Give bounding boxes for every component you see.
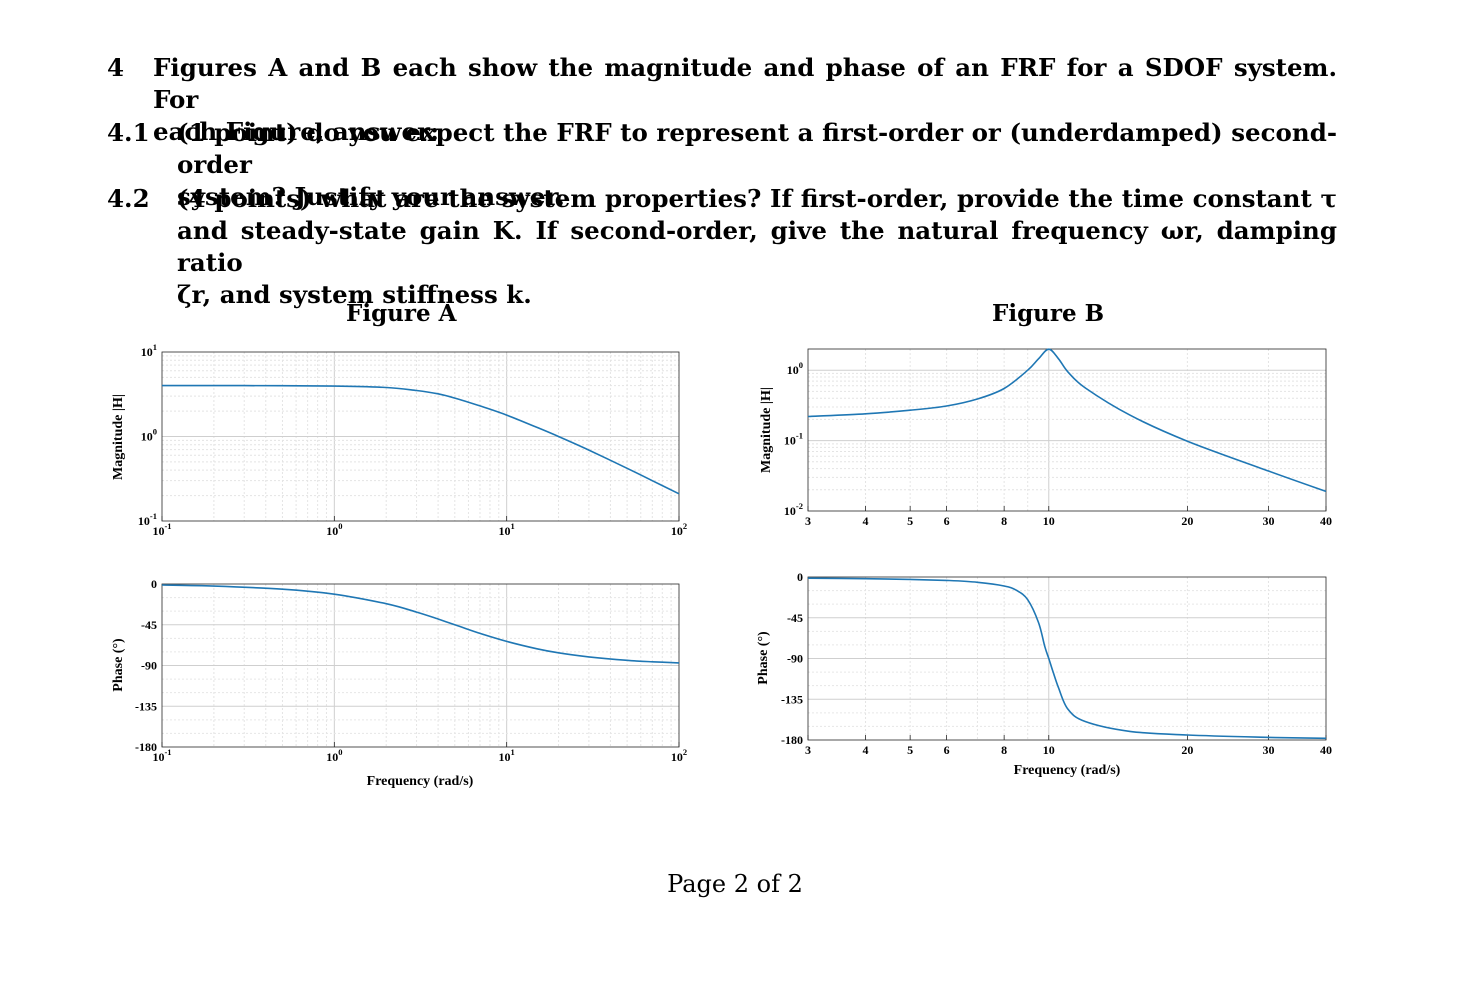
x-tick-label: 10 <box>1043 743 1055 757</box>
part-4-1: (1 point) do you expect the FRF to repre… <box>177 117 1337 213</box>
y-tick-label: -90 <box>141 659 157 673</box>
frf-curve <box>161 384 680 495</box>
frf-curve <box>807 577 1327 740</box>
x-tick-label: 8 <box>1001 743 1007 757</box>
x-tick-label: 6 <box>944 514 950 528</box>
y-tick-label: 100 <box>787 360 803 377</box>
y-axis-label: Magnitude |H| <box>111 394 126 480</box>
x-tick-label: 3 <box>805 743 811 757</box>
y-tick-label: -180 <box>135 740 157 754</box>
plot-frame <box>807 348 1327 512</box>
x-tick-label: 10-1 <box>152 747 171 764</box>
y-tick-label: 10-1 <box>138 511 157 528</box>
x-tick-label: 10 <box>1043 514 1055 528</box>
y-tick-label: -180 <box>781 733 803 747</box>
x-tick-label: 30 <box>1262 514 1274 528</box>
y-axis-label: Phase (°) <box>756 631 771 685</box>
x-tick-label: 20 <box>1181 514 1193 528</box>
x-tick-label: 101 <box>499 747 515 764</box>
x-axis-label: Frequency (rad/s) <box>367 774 474 789</box>
x-tick-label: 102 <box>671 747 687 764</box>
y-tick-label: -135 <box>135 699 157 713</box>
x-tick-label: 101 <box>499 521 515 538</box>
y-tick-label: 0 <box>151 577 157 591</box>
part-number-4-1: 4.1 <box>107 118 150 147</box>
x-axis-label: Frequency (rad/s) <box>1014 763 1121 778</box>
figure-a-title: Figure A <box>346 300 457 327</box>
chart-2: 10-1 100 101 102 0 -45 -90 -135 -180 Phase (°) Fre… <box>111 577 687 789</box>
y-tick-label: -45 <box>141 618 157 632</box>
part-number-4-2: 4.2 <box>107 184 150 213</box>
y-tick-label: -90 <box>787 652 803 666</box>
figure-b-title: Figure B <box>992 300 1105 327</box>
y-tick-label: 0 <box>797 570 803 584</box>
x-tick-label: 8 <box>1001 514 1007 528</box>
plot-frame <box>807 576 1327 741</box>
x-tick-label: 5 <box>907 514 913 528</box>
page-footer: Page 2 of 2 <box>667 870 803 898</box>
question-intro-line1: Figures A and B each show the magnitude … <box>153 53 1337 114</box>
x-tick-label: 100 <box>326 521 342 538</box>
x-tick-label: 40 <box>1320 514 1332 528</box>
y-tick-label: -45 <box>787 611 803 625</box>
x-tick-label: 20 <box>1181 743 1193 757</box>
chart-1: 10-1 100 101 102 10-1 100 101 Magnitude |H| <box>111 342 687 538</box>
question-number: 4 <box>107 53 125 82</box>
part-4-2-line1: (4 points) what are the system propertie… <box>177 184 1337 213</box>
x-tick-label: 100 <box>326 747 342 764</box>
x-tick-label: 4 <box>863 514 869 528</box>
x-tick-label: 40 <box>1320 743 1332 757</box>
part-4-2-line2: and steady-state gain K. If second-order… <box>177 216 1337 277</box>
y-tick-label: -135 <box>781 692 803 706</box>
y-tick-label: 10-2 <box>784 501 803 518</box>
y-tick-label: 100 <box>141 427 157 444</box>
plot-frame <box>161 351 680 522</box>
part-4-2: (4 points) what are the system propertie… <box>177 183 1337 311</box>
y-axis-label: Magnitude |H| <box>759 387 774 473</box>
x-tick-label: 4 <box>863 743 869 757</box>
chart-3: 3 4 5 6 8 10 20 30 40 10-2 10-1 100 Magnitude |H| <box>759 348 1332 528</box>
part-4-2-line3: ζr, and system stiffness k. <box>177 280 532 309</box>
question-intro: Figures A and B each show the magnitude … <box>153 52 1337 148</box>
plot-frame <box>161 583 680 748</box>
x-tick-label: 30 <box>1262 743 1274 757</box>
x-tick-label: 10-1 <box>152 521 171 538</box>
x-tick-label: 102 <box>671 521 687 538</box>
chart-4: 3 4 5 6 8 10 20 30 40 0 -45 -90 -135 -180 Phase (°) Fre… <box>756 570 1332 778</box>
part-4-1-line1: (1 point) do you expect the FRF to repre… <box>177 118 1337 179</box>
y-tick-label: 10-1 <box>784 431 803 448</box>
y-axis-label: Phase (°) <box>111 638 126 692</box>
y-tick-label: 101 <box>141 342 157 359</box>
question-4: 4 Figures A and B each show the magnitud… <box>0 0 1470 309</box>
frf-curve <box>161 584 680 664</box>
x-tick-label: 5 <box>907 743 913 757</box>
x-tick-label: 3 <box>805 514 811 528</box>
frf-curve <box>807 348 1327 493</box>
part-4-1-line2: system? Justify your answer. <box>177 182 565 211</box>
x-tick-label: 6 <box>944 743 950 757</box>
question-intro-line2: each Figure, answer: <box>153 117 440 146</box>
